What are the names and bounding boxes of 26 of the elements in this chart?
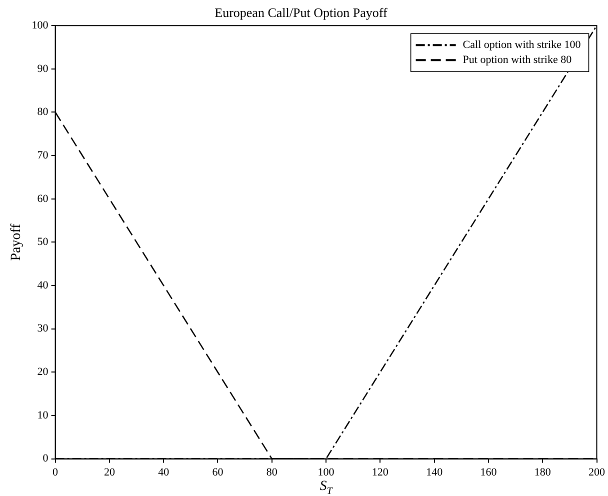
x-tick-label: 0 xyxy=(52,466,59,478)
y-tick-label: 50 xyxy=(37,236,49,248)
x-tick-label: 40 xyxy=(158,466,170,478)
x-tick-label: 160 xyxy=(480,466,498,478)
y-tick-label: 90 xyxy=(37,62,49,75)
x-tick-label: 20 xyxy=(104,466,116,478)
x-tick-label: 100 xyxy=(318,466,335,478)
legend-label: Call option with strike 100 xyxy=(462,38,582,51)
y-tick-label: 0 xyxy=(42,452,49,465)
x-tick-label: 80 xyxy=(266,466,278,478)
x-tick-label: 140 xyxy=(426,466,444,478)
x-tick-label: 120 xyxy=(372,466,389,478)
y-tick-label: 20 xyxy=(37,366,49,378)
y-axis-title: Payoff xyxy=(9,223,24,261)
y-tick-label: 60 xyxy=(37,192,49,205)
y-tick-label: 80 xyxy=(37,106,49,118)
chart-title: European Call/Put Option Payoff xyxy=(214,5,388,20)
y-tick-label: 40 xyxy=(37,279,49,292)
x-tick-label: 200 xyxy=(588,466,606,478)
x-tick-label: 60 xyxy=(212,466,224,478)
y-tick-label: 70 xyxy=(37,149,49,162)
y-tick-label: 100 xyxy=(32,19,49,32)
x-tick-label: 180 xyxy=(534,466,552,478)
y-tick-label: 30 xyxy=(37,322,49,335)
y-tick-label: 10 xyxy=(37,409,49,422)
legend-label: Put option with strike 80 xyxy=(462,54,572,66)
